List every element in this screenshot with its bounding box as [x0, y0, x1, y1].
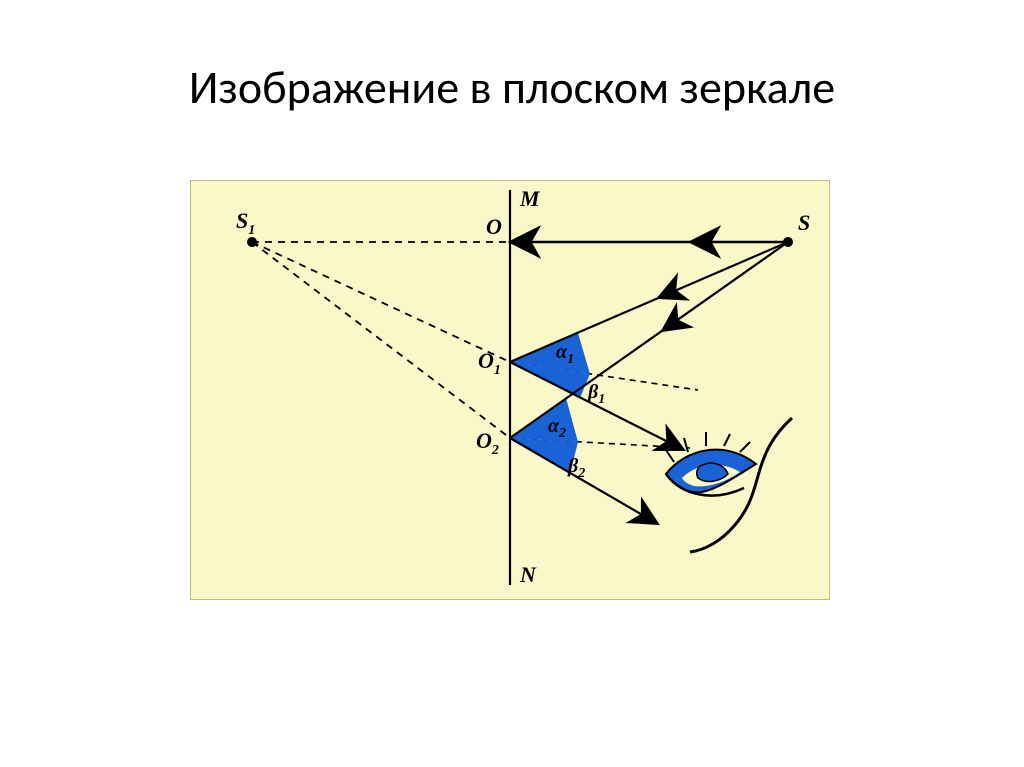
label-n: N: [519, 562, 537, 587]
point-s1: [247, 237, 257, 247]
mirror-diagram: S1 S M N O O1 O2 α1 β1 α2 β2: [190, 180, 830, 600]
point-s: [783, 237, 793, 247]
label-s: S: [798, 210, 810, 235]
slide: Изображение в плоском зеркале: [0, 0, 1024, 767]
label-o: O: [486, 214, 502, 239]
slide-title: Изображение в плоском зеркале: [0, 60, 1024, 116]
diagram-svg: S1 S M N O O1 O2 α1 β1 α2 β2: [190, 180, 830, 600]
label-m: M: [519, 186, 541, 211]
